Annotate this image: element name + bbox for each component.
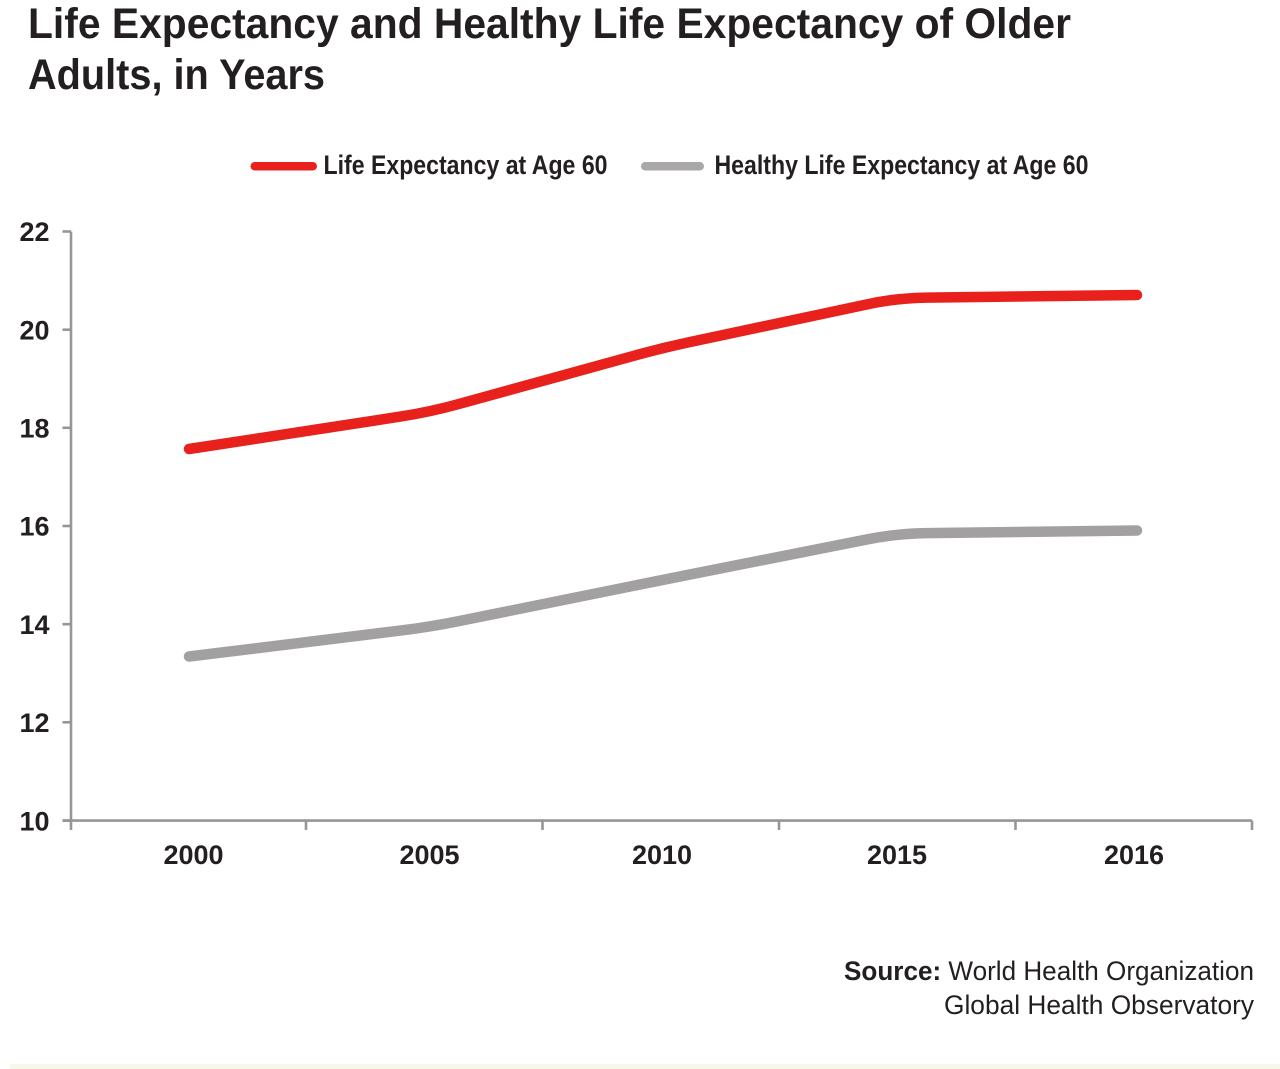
svg-text:18: 18 bbox=[19, 414, 49, 444]
svg-text:22: 22 bbox=[19, 217, 49, 247]
svg-text:20: 20 bbox=[19, 316, 49, 346]
svg-text:Source: World Health Organizat: Source: World Health Organization bbox=[844, 956, 1254, 986]
svg-text:2010: 2010 bbox=[632, 840, 692, 870]
svg-text:16: 16 bbox=[19, 512, 49, 542]
svg-text:14: 14 bbox=[19, 610, 49, 640]
svg-text:Healthy Life Expectancy at Age: Healthy Life Expectancy at Age 60 bbox=[715, 150, 1089, 180]
svg-text:Life Expectancy and Healthy Li: Life Expectancy and Healthy Life Expecta… bbox=[28, 0, 1071, 48]
svg-text:2016: 2016 bbox=[1104, 840, 1164, 870]
svg-text:2000: 2000 bbox=[163, 840, 223, 870]
svg-text:Adults, in Years: Adults, in Years bbox=[28, 51, 325, 99]
svg-text:10: 10 bbox=[19, 807, 49, 837]
svg-text:12: 12 bbox=[19, 708, 49, 738]
svg-text:2005: 2005 bbox=[399, 840, 459, 870]
svg-text:Life Expectancy at Age 60: Life Expectancy at Age 60 bbox=[324, 150, 608, 180]
svg-text:2015: 2015 bbox=[867, 840, 927, 870]
svg-text:Global Health Observatory: Global Health Observatory bbox=[944, 990, 1254, 1020]
